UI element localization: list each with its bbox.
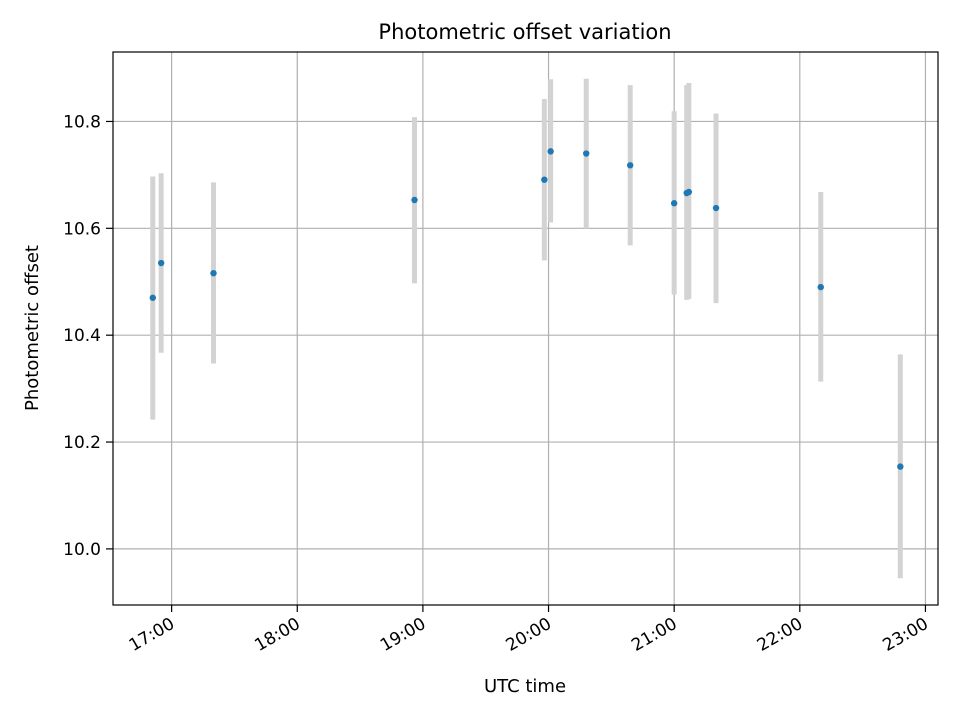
grid xyxy=(113,52,938,605)
data-points xyxy=(149,148,904,470)
data-point xyxy=(149,294,156,301)
data-point xyxy=(670,200,678,207)
data-point xyxy=(712,204,720,212)
data-point xyxy=(817,283,824,291)
data-point xyxy=(547,148,554,155)
y-tick-label: 10.8 xyxy=(63,112,101,132)
plot-frame xyxy=(112,51,939,606)
y-tick-label: 10.6 xyxy=(63,219,101,239)
data-point xyxy=(210,270,217,277)
x-axis-label: UTC time xyxy=(484,676,566,697)
data-point xyxy=(626,162,634,169)
data-point xyxy=(897,463,904,470)
y-tick-label: 10.2 xyxy=(63,433,101,453)
data-point xyxy=(685,188,693,196)
y-axis-ticks: 10.0 10.2 10.4 10.6 10.8 xyxy=(63,112,113,560)
y-tick-label: 10.0 xyxy=(63,540,101,560)
data-point xyxy=(157,259,165,267)
y-tick-label: 10.4 xyxy=(63,326,101,346)
data-point xyxy=(583,150,590,157)
data-point xyxy=(541,176,548,183)
chart-title: Photometric offset variation xyxy=(378,20,671,44)
data-point xyxy=(411,196,418,204)
y-axis-label: Photometric offset xyxy=(22,245,43,411)
